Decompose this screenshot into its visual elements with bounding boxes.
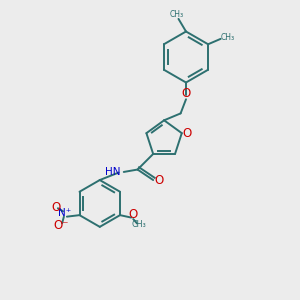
Text: O: O <box>183 127 192 140</box>
Text: N⁺: N⁺ <box>58 208 71 218</box>
Text: O: O <box>182 87 190 101</box>
Text: CH₃: CH₃ <box>170 10 184 19</box>
Text: HN: HN <box>105 167 120 177</box>
Text: CH₃: CH₃ <box>132 220 147 229</box>
Text: O: O <box>154 173 163 187</box>
Text: CH₃: CH₃ <box>220 33 234 42</box>
Text: O: O <box>52 201 61 214</box>
Text: O: O <box>128 208 137 221</box>
Text: O⁻: O⁻ <box>54 218 69 232</box>
